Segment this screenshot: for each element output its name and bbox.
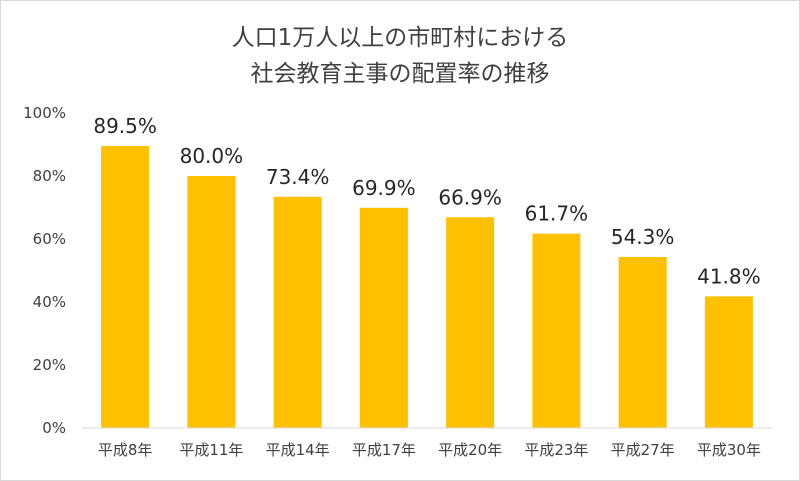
bar: [187, 176, 236, 428]
bar: [359, 207, 408, 428]
x-tick-label: 平成23年: [524, 441, 588, 459]
data-label: 69.9%: [352, 176, 416, 200]
x-tick-label: 平成27年: [611, 441, 675, 459]
y-tick-label: 40%: [33, 293, 66, 311]
x-tick-label: 平成11年: [179, 441, 243, 459]
x-tick-label: 平成17年: [352, 441, 416, 459]
bars: [101, 146, 753, 428]
x-tick-label: 平成20年: [438, 441, 502, 459]
data-labels: 89.5% 80.0% 73.4% 69.9% 66.9% 61.7% 54.3% 41.8%: [93, 114, 760, 288]
data-label: 66.9%: [438, 185, 502, 209]
bar: [446, 217, 495, 428]
bar: [532, 233, 581, 428]
chart-title-line-2: 社会教育主事の配置率の推移: [250, 61, 550, 87]
y-tick-label: 80%: [33, 167, 66, 185]
bar: [704, 296, 753, 428]
y-tick-label: 0%: [42, 419, 66, 437]
x-tick-label: 平成8年: [98, 441, 153, 459]
data-label: 89.5%: [93, 114, 157, 138]
chart-title: 人口1万人以上の市町村における 社会教育主事の配置率の推移: [0, 20, 800, 92]
y-tick-label: 100%: [23, 104, 66, 122]
data-label: 73.4%: [266, 165, 330, 189]
bar: [618, 256, 667, 428]
x-tick-label: 平成30年: [697, 441, 761, 459]
data-label: 54.3%: [611, 225, 675, 249]
data-label: 80.0%: [180, 144, 244, 168]
y-tick-label: 60%: [33, 230, 66, 248]
bar: [101, 146, 150, 428]
data-label: 41.8%: [697, 264, 761, 288]
x-axis: 平成8年 平成11年 平成14年 平成17年 平成20年 平成23年 平成27年 平成30年: [82, 427, 772, 459]
y-axis: 0% 20% 40% 60% 80% 100%: [23, 104, 66, 437]
chart-title-line-1: 人口1万人以上の市町村における: [231, 25, 569, 51]
data-label: 61.7%: [525, 202, 589, 226]
bar: [273, 196, 322, 428]
x-tick-label: 平成14年: [266, 441, 330, 459]
y-tick-label: 20%: [33, 356, 66, 374]
